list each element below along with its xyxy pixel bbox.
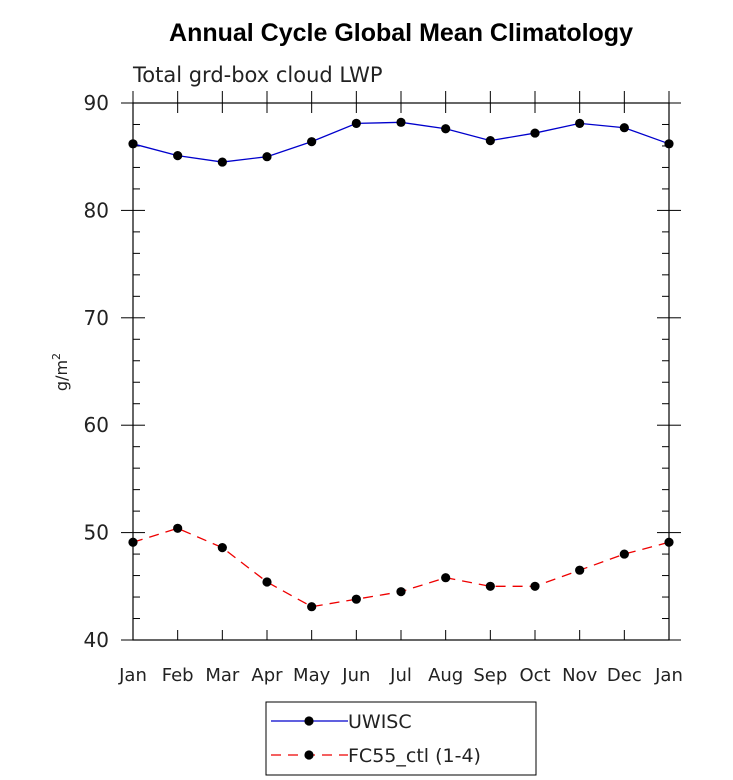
- y-axis-label-superscript: 2: [50, 353, 63, 360]
- series-1: [128, 117, 674, 167]
- chart-subtitle: Total grd-box cloud LWP: [132, 63, 383, 87]
- x-tick-label: Jan: [118, 665, 147, 686]
- plot-axes: Jan Feb Mar Apr May Jun Jul Aug Sep Oct Nov Dec Jan 4…: [84, 91, 683, 686]
- data-point: [441, 573, 451, 583]
- x-tick-label: Sep: [473, 665, 507, 686]
- data-point: [217, 543, 227, 553]
- data-point: [485, 135, 495, 146]
- x-tick-label: Mar: [205, 665, 240, 686]
- data-point: [173, 523, 183, 533]
- data-point: [173, 151, 183, 161]
- data-point: [307, 602, 317, 612]
- chart-title: Annual Cycle Global Mean Climatology: [169, 19, 633, 47]
- x-tick-label: Feb: [162, 665, 194, 686]
- y-axis-label-text: g/m: [52, 360, 71, 391]
- series-layer: [128, 117, 674, 612]
- data-point: [619, 123, 629, 133]
- x-tick-label: Nov: [562, 665, 597, 686]
- data-point: [441, 124, 451, 134]
- data-point: [485, 581, 495, 591]
- legend-box: [265, 701, 537, 776]
- data-point: [262, 152, 272, 162]
- data-point: [396, 117, 406, 127]
- legend-marker: [304, 750, 314, 760]
- legend: UWISC FC55_ctl (1-4): [265, 701, 537, 776]
- data-point: [262, 577, 272, 587]
- data-point: [217, 157, 227, 167]
- y-tick-label: 80: [84, 198, 109, 222]
- data-point: [575, 118, 585, 129]
- data-point: [307, 137, 317, 147]
- series-line: [132, 121, 670, 163]
- data-point: [664, 139, 674, 149]
- x-tick-label: Dec: [607, 665, 642, 686]
- y-tick-label: 40: [84, 628, 109, 652]
- legend-label: UWISC: [348, 711, 412, 733]
- y-axis-label: g/m2: [50, 353, 71, 391]
- x-tick-label: Jan: [654, 665, 683, 686]
- x-tick-label: Apr: [251, 665, 283, 686]
- y-tick-label: 60: [84, 413, 109, 437]
- x-tick-label: May: [293, 665, 331, 686]
- x-tick-label: Jun: [341, 665, 370, 686]
- plot-frame: [132, 102, 670, 641]
- legend-marker: [304, 716, 314, 726]
- data-point: [664, 537, 674, 547]
- data-point: [619, 549, 629, 559]
- data-point: [128, 139, 138, 149]
- data-point: [351, 118, 361, 129]
- series-2: [128, 523, 674, 612]
- y-tick-label: 90: [84, 91, 109, 115]
- data-point: [530, 581, 540, 591]
- data-point: [128, 537, 138, 547]
- x-tick-label: Aug: [428, 665, 463, 686]
- legend-label: FC55_ctl (1-4): [348, 745, 481, 767]
- data-point: [396, 587, 406, 597]
- x-tick-label: Oct: [519, 665, 550, 686]
- data-point: [575, 565, 585, 575]
- data-point: [530, 128, 540, 138]
- x-tick-label: Jul: [389, 665, 412, 686]
- y-tick-label: 70: [84, 306, 109, 330]
- data-point: [351, 594, 361, 604]
- y-tick-label: 50: [84, 521, 109, 545]
